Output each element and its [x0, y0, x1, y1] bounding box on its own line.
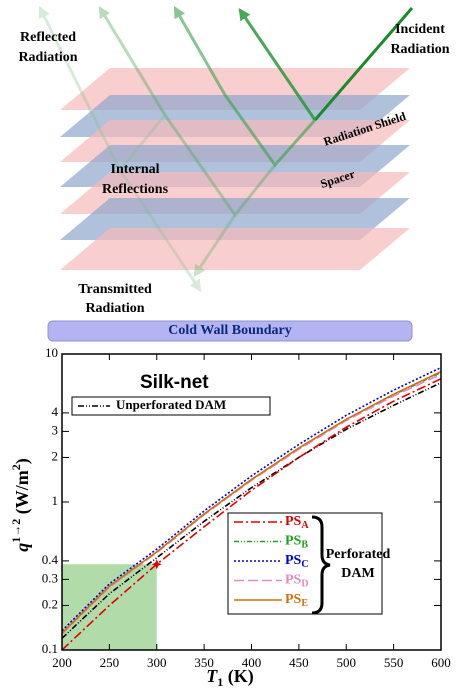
- label: Radiation: [390, 42, 449, 57]
- legend-label: PS: [285, 573, 302, 588]
- label: Radiation: [85, 301, 144, 316]
- y-tick-label: 10: [45, 345, 58, 360]
- legend-label: B: [301, 540, 308, 551]
- y-axis-label: q1→2 (W/m2): [9, 458, 33, 552]
- y-tick-label: 3: [52, 422, 59, 437]
- figure: Reflected Radiation Incident Radiation R…: [0, 0, 461, 689]
- label: Reflections: [102, 182, 169, 197]
- label: Radiation: [18, 50, 77, 65]
- y-tick-label: 1: [52, 493, 59, 508]
- layer: [60, 228, 410, 270]
- y-axis-label: (W/m: [12, 470, 33, 519]
- x-tick-label: 400: [242, 655, 262, 670]
- x-tick-label: 500: [337, 655, 357, 670]
- y-tick-label: 4: [52, 404, 59, 419]
- label: Reflected: [20, 30, 76, 45]
- chart-title: Silk-net: [140, 372, 209, 393]
- x-tick-label: 300: [147, 655, 167, 670]
- x-tick-label: 350: [194, 655, 214, 670]
- legend-label: C: [301, 559, 308, 570]
- x-tick-label: 200: [52, 655, 72, 670]
- label: Cold Wall Boundary: [168, 323, 291, 338]
- legend-group-label: DAM: [341, 566, 374, 581]
- label: Incident: [395, 22, 445, 37]
- legend-label: PS: [285, 553, 302, 568]
- legend-label: Unperforated DAM: [116, 397, 226, 412]
- legend-group-label: Perforated: [326, 547, 391, 562]
- legend-label: A: [301, 520, 309, 531]
- x-tick-label: 450: [289, 655, 309, 670]
- y-tick-label: 0.4: [42, 552, 59, 567]
- legend-label: PS: [285, 534, 302, 549]
- label: Transmitted: [78, 282, 152, 297]
- diagram: Reflected Radiation Incident Radiation R…: [18, 8, 449, 341]
- legend-label: PS: [285, 514, 302, 529]
- x-tick-label: 600: [431, 655, 451, 670]
- y-axis-label: q: [12, 543, 32, 552]
- y-tick-label: 0.3: [42, 570, 58, 585]
- y-tick-label: 0.2: [42, 596, 58, 611]
- legend-label: D: [301, 579, 308, 590]
- y-tick-label: 2: [52, 448, 59, 463]
- y-axis-label: ): [12, 458, 33, 464]
- label: Internal: [111, 162, 160, 177]
- x-tick-label: 250: [100, 655, 120, 670]
- legend-label: E: [301, 598, 308, 609]
- y-axis-label: 1→2: [9, 519, 23, 543]
- x-tick-label: 550: [384, 655, 404, 670]
- y-tick-label: 0.1: [42, 641, 58, 656]
- legend-label: PS: [285, 592, 302, 607]
